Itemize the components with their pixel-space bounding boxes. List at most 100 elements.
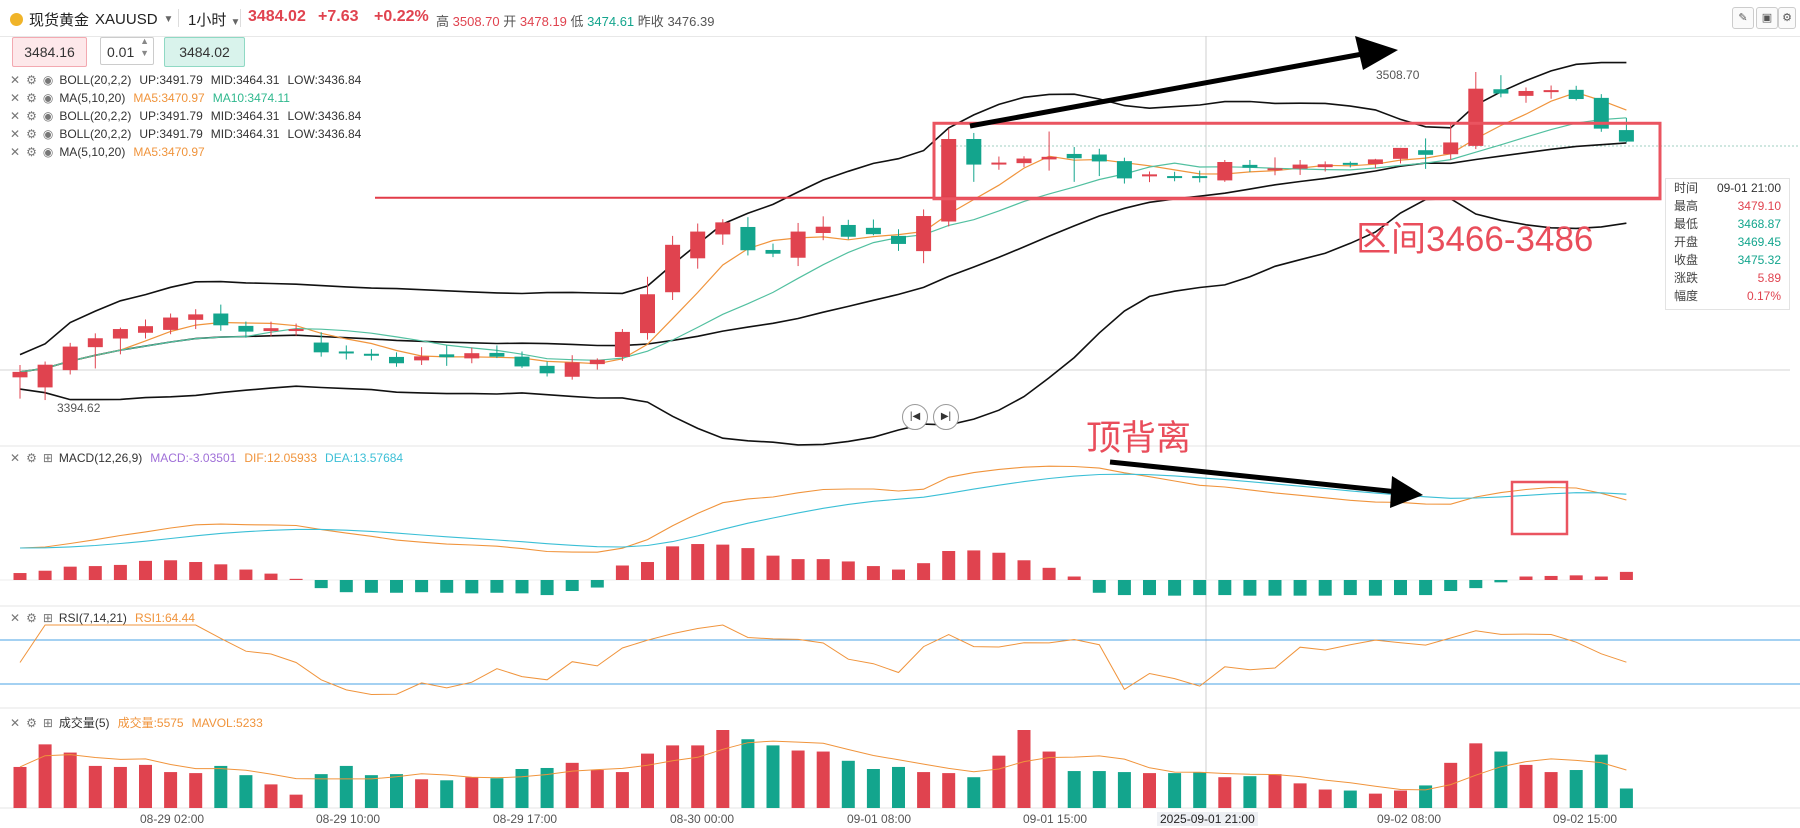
gear-icon[interactable]: ⚙ (26, 715, 37, 730)
close-icon[interactable]: ✕ (10, 91, 21, 105)
expand-icon[interactable]: ⊞ (42, 715, 53, 730)
close-icon[interactable]: ✕ (10, 715, 21, 730)
buy-price-button[interactable]: 3484.02 (164, 37, 245, 67)
macd-bar (565, 580, 579, 592)
close-icon[interactable]: ✕ (10, 109, 21, 123)
macd-bar (390, 580, 403, 593)
volume-bar (415, 779, 429, 808)
timeframe-selector[interactable]: 1小时 ▼ (188, 9, 240, 30)
legend-boll-1[interactable]: ✕ ⚙ ◉ BOLL(20,2,2) UP:3491.79 MID:3464.31 … (10, 73, 362, 87)
macd-highlight-box (1510, 480, 1569, 536)
candle-body (665, 244, 681, 293)
legend-boll-2[interactable]: ✕ ⚙ ◉ BOLL(20,2,2) UP:3491.79 MID:3464.31 … (10, 109, 362, 123)
close-icon[interactable]: ✕ (10, 73, 21, 87)
macd-bar (1067, 576, 1081, 580)
volume-bar (314, 774, 328, 808)
dif-line (19, 465, 1627, 553)
macd-bar (1619, 571, 1633, 580)
close-icon[interactable]: ✕ (10, 451, 21, 465)
boll-lower-line (19, 197, 1627, 446)
x-axis-label: 08-30 00:00 (670, 812, 735, 826)
symbol-selector[interactable]: 现货黄金 XAUUSD ▼ (10, 9, 173, 30)
trend-arrow-line (969, 50, 1369, 129)
gear-icon[interactable]: ⚙ (26, 145, 37, 159)
candle-body (991, 162, 1007, 165)
close-icon[interactable]: ✕ (10, 145, 21, 159)
stepper-arrows-icon[interactable]: ▲ ▼ (140, 36, 149, 58)
tooltip-value: 0.17% (1746, 289, 1781, 303)
macd-bar (264, 573, 278, 580)
macd-bar (314, 580, 328, 589)
legend-boll-3[interactable]: ✕ ⚙ ◉ BOLL(20,2,2) UP:3491.79 MID:3464.31 … (10, 127, 362, 141)
macd-bar (641, 562, 654, 580)
candle-body (238, 325, 254, 332)
close-icon[interactable]: ✕ (10, 611, 21, 625)
scroll-next-button[interactable]: ▶| (933, 404, 959, 430)
volume-bar (63, 752, 77, 808)
candle-body (1066, 153, 1082, 159)
settings-icon[interactable]: ⚙ (1778, 7, 1796, 29)
candle-body (338, 351, 354, 354)
tooltip-row: 开盘 3469.45 (1666, 233, 1789, 251)
volume-bar (1268, 774, 1282, 808)
candle-body (213, 313, 229, 326)
candle-body (1317, 164, 1333, 168)
gear-icon[interactable]: ⚙ (26, 451, 37, 465)
candle-body (1593, 97, 1609, 129)
volume-bar (1368, 793, 1382, 808)
draw-tool-icon[interactable]: ✎ (1732, 7, 1754, 29)
eye-icon[interactable]: ◉ (42, 127, 54, 141)
candle-body (1493, 89, 1509, 94)
legend-ma-1[interactable]: ✕ ⚙ ◉ MA(5,10,20) MA5:3470.97 MA10:3474.11 (10, 91, 290, 105)
candle-body (891, 235, 906, 244)
volume-bar (1143, 773, 1156, 808)
macd-bar (841, 561, 855, 580)
legend-rsi[interactable]: ✕ ⚙ ⊞ RSI(7,14,21) RSI1:64.44 (10, 611, 195, 625)
macd-bar (88, 566, 102, 580)
candle-body (966, 138, 982, 165)
chevron-down-icon: ▼ (230, 17, 241, 28)
volume-bar (766, 745, 780, 808)
volume-bar (942, 773, 956, 808)
boll-upper-line (19, 61, 1627, 356)
gear-icon[interactable]: ⚙ (26, 73, 37, 87)
candle-body (1443, 142, 1459, 155)
eye-icon[interactable]: ◉ (42, 73, 54, 87)
candle-body (112, 329, 128, 339)
close-icon[interactable]: ✕ (10, 127, 21, 141)
tooltip-key: 收盘 (1674, 253, 1699, 267)
volume-bar (364, 775, 378, 808)
scroll-start-button[interactable]: |◀ (902, 404, 928, 430)
macd-bar (766, 555, 780, 580)
gear-icon[interactable]: ⚙ (26, 91, 37, 105)
gear-icon[interactable]: ⚙ (26, 611, 37, 625)
macd-bar (1444, 580, 1458, 592)
macd-bar (63, 566, 77, 580)
gear-icon[interactable]: ⚙ (26, 109, 37, 123)
eye-icon[interactable]: ◉ (42, 145, 54, 159)
volume-bar (716, 730, 730, 808)
eye-icon[interactable]: ◉ (42, 109, 54, 123)
quantity-stepper[interactable]: 0.01 ▲ ▼ (100, 36, 154, 65)
range-annotation: 区间3466-3486 (1356, 220, 1594, 259)
dea-line (19, 473, 1627, 549)
expand-icon[interactable]: ⊞ (42, 451, 53, 465)
candle-body (640, 294, 655, 334)
legend-ma-2[interactable]: ✕ ⚙ ◉ MA(5,10,20) MA5:3470.97 (10, 145, 205, 159)
legend-macd[interactable]: ✕ ⚙ ⊞ MACD(12,26,9) MACD:-3.03501 DIF:12.0… (10, 451, 404, 465)
legend-volume[interactable]: ✕ ⚙ ⊞ 成交量(5) 成交量:5575 MAVOL:5233 (10, 715, 263, 731)
volume-bar (1619, 788, 1633, 808)
macd-bar (967, 550, 981, 580)
eye-icon[interactable]: ◉ (42, 91, 54, 105)
volume-bar (1042, 751, 1056, 808)
layout-icon[interactable]: ▣ (1756, 7, 1778, 29)
timeframe-label: 1小时 (188, 12, 227, 29)
volume-bar (264, 784, 278, 808)
divergence-annotation: 顶背离 (1086, 419, 1192, 458)
expand-icon[interactable]: ⊞ (42, 611, 53, 625)
divergence-arrow-head (1390, 476, 1423, 508)
volume-bar (490, 778, 504, 808)
sell-price-button[interactable]: 3484.16 (12, 37, 87, 67)
gear-icon[interactable]: ⚙ (26, 127, 37, 141)
